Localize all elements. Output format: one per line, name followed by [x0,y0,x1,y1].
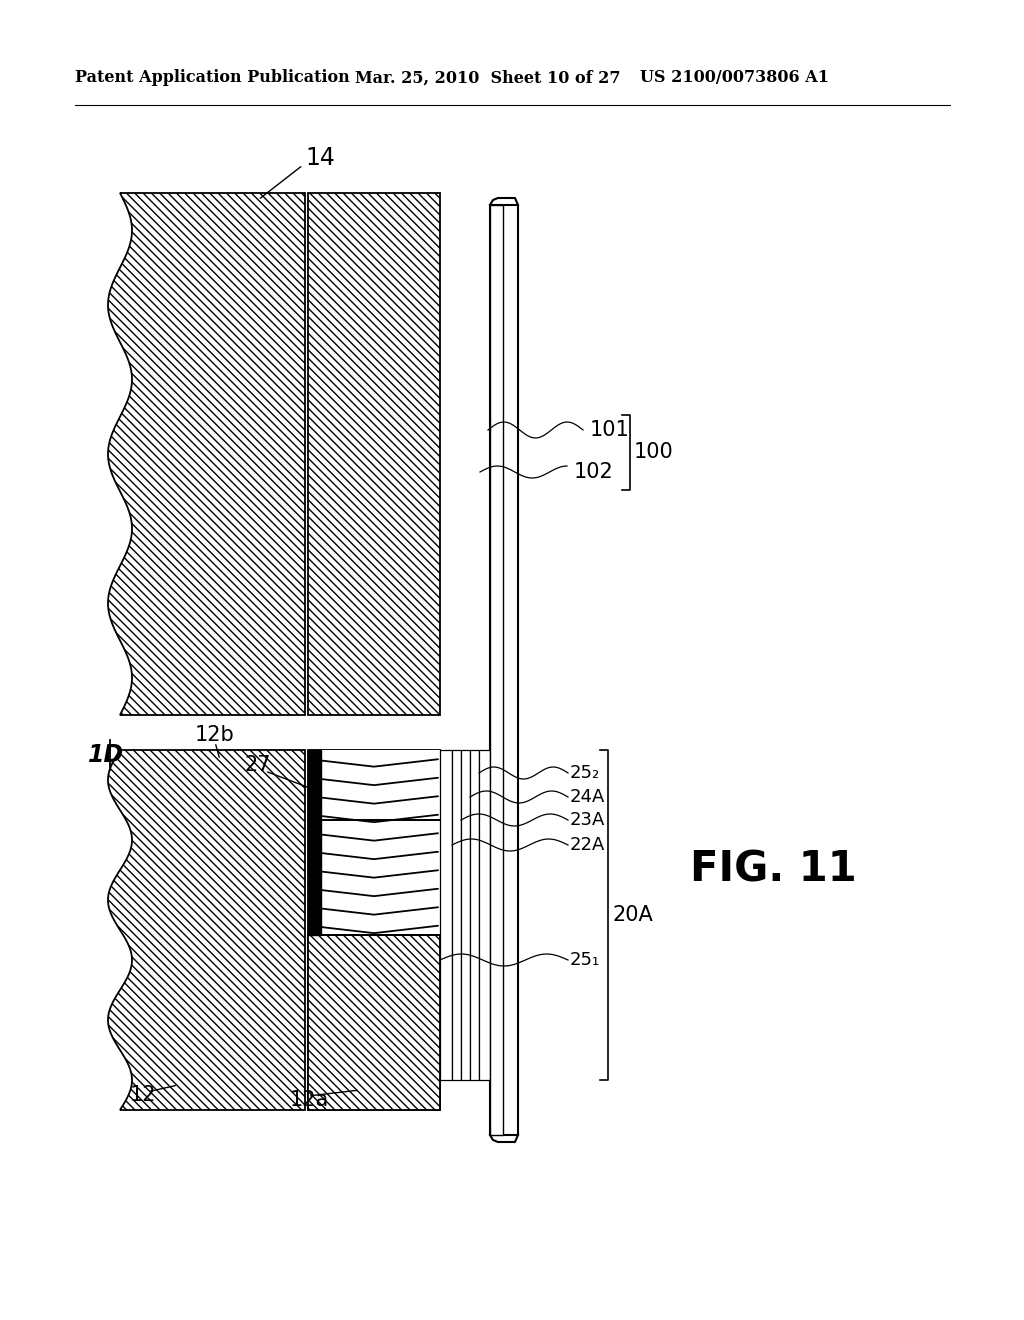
Text: 1D: 1D [88,743,124,767]
Text: 25₁: 25₁ [570,950,600,969]
Bar [490,205,503,1135]
Text: 14: 14 [305,147,335,170]
Text: US 2100/0073806 A1: US 2100/0073806 A1 [640,70,829,87]
Text: 12a: 12a [290,1090,330,1110]
Text: 12: 12 [130,1085,157,1105]
Text: 12b: 12b [195,725,234,744]
Bar [308,193,440,715]
Text: 101: 101 [590,420,630,440]
Bar [308,750,440,935]
Text: FIG. 11: FIG. 11 [690,849,857,891]
Bar [490,205,518,1135]
Text: Patent Application Publication: Patent Application Publication [75,70,350,87]
Text: 23A: 23A [570,810,605,829]
Bar [461,750,470,1080]
Text: 22A: 22A [570,836,605,854]
Text: 24A: 24A [570,788,605,807]
Text: 100: 100 [634,442,674,462]
Text: Mar. 25, 2010  Sheet 10 of 27: Mar. 25, 2010 Sheet 10 of 27 [355,70,621,87]
Text: 102: 102 [574,462,613,482]
Bar [440,750,452,1080]
Bar [308,750,321,935]
Bar [452,750,461,1080]
Bar [308,935,440,1110]
Text: 25₂: 25₂ [570,764,600,781]
Text: 20A: 20A [612,906,652,925]
Bar [479,750,490,1080]
Polygon shape [108,193,305,715]
Text: 27: 27 [244,755,270,775]
Polygon shape [108,750,305,1110]
Bar [470,750,479,1080]
Bar [308,750,440,1110]
